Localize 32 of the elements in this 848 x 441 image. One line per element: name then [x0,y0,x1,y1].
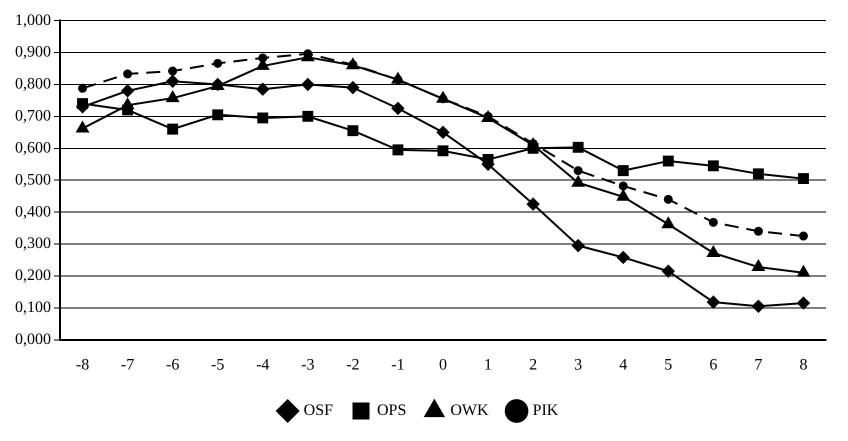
x-tick-label: -4 [256,356,270,374]
y-tick-label: 0,500 [15,171,51,188]
y-tick-label: 0,400 [15,203,51,220]
y-tick-label: 0,700 [15,108,51,125]
y-tick-label: 0,600 [15,139,51,156]
x-tick-label: -5 [211,356,224,374]
x-tick-label: -2 [346,356,360,374]
x-tick-label: 1 [484,356,492,374]
x-tick-label: 7 [754,356,762,374]
x-tick-label: -3 [301,356,314,374]
legend-label: OPS [377,402,406,420]
y-tick-label: 0,300 [15,235,51,252]
y-tick-label: 0,200 [15,267,51,284]
y-tick-label: 0,100 [15,299,51,316]
y-tick-label: 0,800 [15,76,51,93]
legend-label: OWK [450,402,490,420]
x-tick-label: 3 [574,356,582,374]
legend-label: OSF [304,402,334,420]
y-tick-label: 1,000 [15,12,51,29]
x-tick-label: -6 [166,356,180,374]
y-tick-label: 0,000 [15,331,51,348]
legend-label: PIK [532,402,559,420]
x-tick-label: 5 [664,356,672,374]
x-tick-label: 6 [709,356,718,374]
x-tick-label: 4 [619,356,628,374]
y-tick-label: 0,900 [15,44,51,61]
x-tick-label: -8 [76,356,90,374]
x-tick-label: 8 [799,356,808,374]
x-tick-label: -7 [120,356,134,374]
x-tick-label: 0 [439,356,447,374]
x-tick-label: -1 [391,356,405,374]
x-tick-label: 2 [529,356,538,374]
